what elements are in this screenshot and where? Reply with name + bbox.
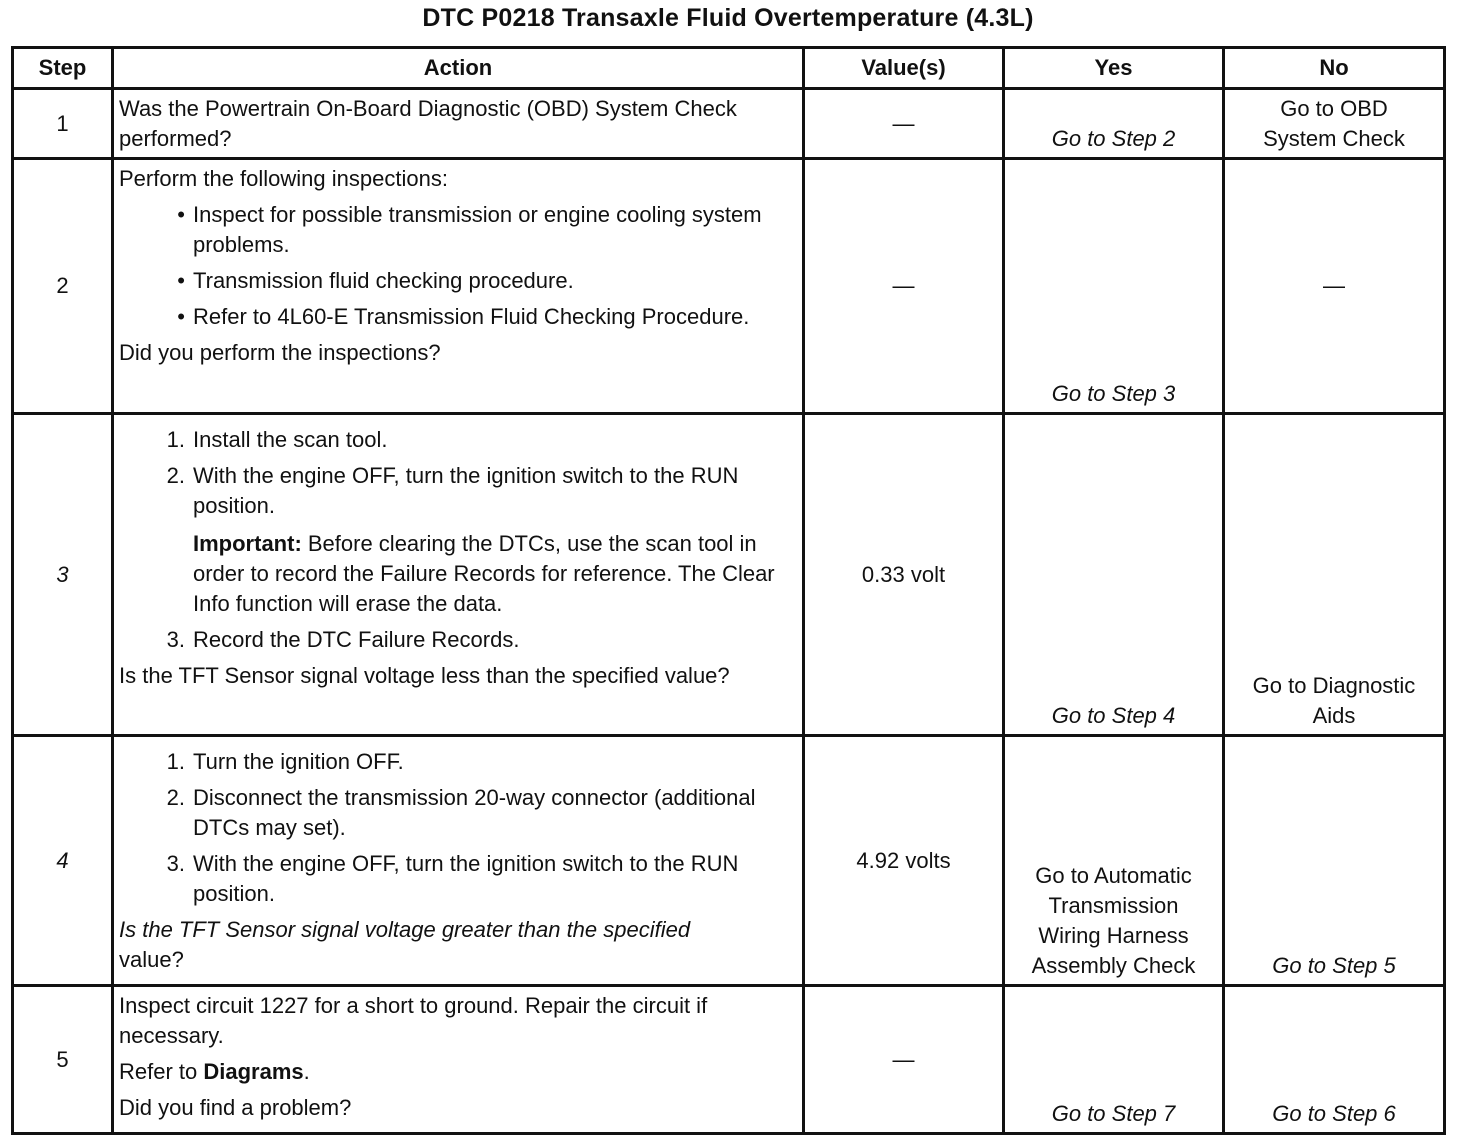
action-text: Was the Powertrain On-Board Diagnostic (…	[119, 96, 737, 151]
yes-link[interactable]: Go to Step 7	[1002, 984, 1225, 1135]
action-question: Did you find a problem?	[119, 1095, 352, 1120]
table-row: 3 1. Install the scan tool. 2. With the en…	[11, 412, 1446, 737]
action-intro: Perform the following inspections:	[119, 166, 448, 191]
bullet-item: • Refer to 4L60-E Transmission Fluid Chec…	[177, 304, 750, 329]
table-row: 4 1. Turn the ignition OFF. 2. Disconnect …	[11, 734, 1446, 987]
yes-link[interactable]: Go to Automatic Transmission Wiring Harn…	[1002, 734, 1225, 987]
action-question: Is the TFT Sensor signal voltage less th…	[119, 663, 730, 688]
table-row: 1 Was the Powertrain On-Board Diagnostic…	[11, 87, 1446, 160]
header-yes: Yes	[1002, 46, 1225, 90]
action-text: Inspect circuit 1227 for a short to grou…	[119, 993, 708, 1048]
no-link[interactable]: Go to Step 5	[1222, 734, 1446, 987]
action-cell: Was the Powertrain On-Board Diagnostic (…	[111, 87, 805, 160]
bullet-item: • Transmission fluid checking procedure.	[177, 268, 574, 293]
no-link[interactable]: Go to Step 6	[1222, 984, 1446, 1135]
important-note: Important: Before clearing the DTCs, use…	[193, 531, 775, 616]
action-cell: 1. Turn the ignition OFF. 2. Disconnect th…	[111, 734, 805, 987]
yes-link[interactable]: Go to Step 3	[1002, 157, 1225, 415]
diagnostic-table: Step Action Value(s) Yes No 1 Was the Po…	[11, 46, 1446, 1135]
header-row: Step Action Value(s) Yes No	[11, 46, 1446, 90]
yes-link[interactable]: Go to Step 2	[1002, 87, 1225, 160]
value-cell: 4.92 volts	[802, 734, 1005, 987]
step-number: 4	[11, 734, 114, 987]
value-cell: —	[802, 984, 1005, 1135]
action-question: Did you perform the inspections?	[119, 340, 441, 365]
list-item: 3. With the engine OFF, turn the ignition…	[166, 851, 739, 906]
list-item: 2. With the engine OFF, turn the ignition…	[166, 463, 739, 518]
header-step: Step	[11, 46, 114, 90]
header-no: No	[1222, 46, 1446, 90]
diagrams-link[interactable]: Diagrams	[203, 1059, 304, 1084]
step-number: 1	[11, 87, 114, 160]
bullet-item: • Inspect for possible transmission or en…	[177, 202, 762, 257]
action-cell: Inspect circuit 1227 for a short to grou…	[111, 984, 805, 1135]
value-cell: —	[802, 87, 1005, 160]
list-item: 1. Install the scan tool.	[166, 427, 388, 452]
table-row: 2 Perform the following inspections: • In…	[11, 157, 1446, 415]
value-cell: —	[802, 157, 1005, 415]
header-values: Value(s)	[802, 46, 1005, 90]
step-number: 5	[11, 984, 114, 1135]
no-cell: —	[1222, 157, 1446, 415]
step-number: 2	[11, 157, 114, 415]
action-question: Is the TFT Sensor signal voltage greater…	[119, 917, 691, 972]
step-number: 3	[11, 412, 114, 737]
no-link[interactable]: Go to OBD System Check	[1222, 87, 1446, 160]
table-row: 5 Inspect circuit 1227 for a short to gr…	[11, 984, 1446, 1135]
refer-line: Refer to Diagrams.	[119, 1059, 310, 1084]
value-cell: 0.33 volt	[802, 412, 1005, 737]
action-cell: 1. Install the scan tool. 2. With the engi…	[111, 412, 805, 737]
header-action: Action	[111, 46, 805, 90]
yes-link[interactable]: Go to Step 4	[1002, 412, 1225, 737]
page-title: DTC P0218 Transaxle Fluid Overtemperatur…	[422, 4, 1034, 32]
list-item: 3. Record the DTC Failure Records.	[166, 627, 520, 652]
no-link[interactable]: Go to Diagnostic Aids	[1222, 412, 1446, 737]
action-cell: Perform the following inspections: • Insp…	[111, 157, 805, 415]
list-item: 1. Turn the ignition OFF.	[166, 749, 404, 774]
list-item: 2. Disconnect the transmission 20-way con…	[166, 785, 756, 840]
